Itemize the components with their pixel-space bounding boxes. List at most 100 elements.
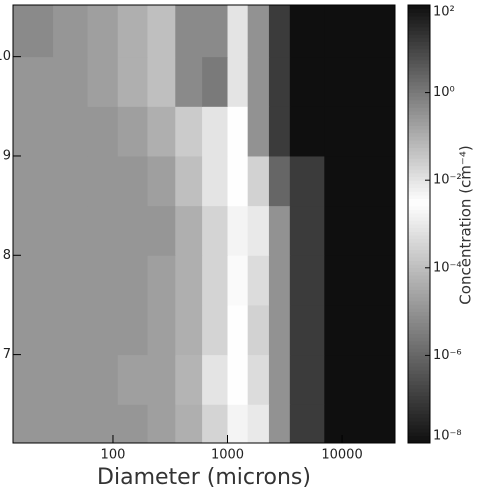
colorbar-slice xyxy=(408,384,430,389)
colorbar-slice xyxy=(408,107,430,112)
heatmap-cell xyxy=(117,106,148,157)
heatmap-cell xyxy=(147,354,176,405)
colorbar-slice xyxy=(408,380,430,386)
colorbar-slice xyxy=(408,198,430,203)
heatmap-cell xyxy=(53,354,89,405)
colorbar-slice xyxy=(408,59,430,64)
colorbar-slice xyxy=(408,154,430,159)
heatmap-cell xyxy=(53,106,89,157)
colorbar-slice xyxy=(408,121,430,126)
heatmap-cell xyxy=(268,304,291,356)
colorbar-slice xyxy=(408,34,430,39)
heatmap-cell xyxy=(202,354,229,405)
colorbar-slice xyxy=(408,304,430,309)
colorbar-slice xyxy=(408,286,430,291)
heatmap-cell xyxy=(268,404,291,444)
colorbar-slice xyxy=(408,169,430,174)
colorbar-tick-label: 10⁰ xyxy=(433,85,455,100)
heatmap-cell xyxy=(202,56,229,107)
colorbar-slice xyxy=(408,220,430,225)
colorbar-slice xyxy=(408,413,430,418)
heatmap-cell xyxy=(247,304,270,356)
colorbar-slice xyxy=(408,311,430,316)
colorbar-slice xyxy=(408,289,430,294)
heatmap-cell xyxy=(289,56,325,107)
colorbar-slice xyxy=(408,8,430,13)
heatmap-cell xyxy=(87,205,119,256)
colorbar-slice xyxy=(408,435,430,440)
heatmap-cell xyxy=(227,155,249,207)
colorbar-slice xyxy=(408,326,430,331)
colorbar-slice xyxy=(408,395,430,400)
colorbar-slice xyxy=(408,103,430,108)
colorbar-slice xyxy=(408,187,430,192)
colorbar-slice xyxy=(408,191,430,196)
heatmap-cell xyxy=(53,404,89,444)
heatmap-cell xyxy=(289,404,325,444)
heatmap-cell xyxy=(324,304,396,356)
colorbar-slice xyxy=(408,26,430,32)
colorbar-slice xyxy=(408,227,430,232)
colorbar-slice xyxy=(408,183,430,188)
colorbar-slice xyxy=(408,78,430,83)
heatmap-cell xyxy=(117,205,148,256)
colorbar-slice xyxy=(408,340,430,345)
colorbar-slice xyxy=(408,421,430,426)
colorbar-title: Concentration (cm⁻⁴) xyxy=(457,145,475,304)
colorbar-slice xyxy=(408,351,430,356)
heatmap-cell xyxy=(289,5,325,58)
x-axis-title: Diameter (microns) xyxy=(97,465,311,490)
colorbar-slice xyxy=(408,278,430,283)
heatmap-cell xyxy=(53,205,89,256)
heatmap-cell xyxy=(147,155,176,207)
heatmap-cell xyxy=(87,354,119,405)
heatmap-cell xyxy=(247,106,270,157)
plot-frame xyxy=(12,4,396,444)
heatmap-cell xyxy=(13,255,54,306)
colorbar-slice xyxy=(408,140,430,145)
colorbar-slice xyxy=(408,231,430,236)
colorbar-slice xyxy=(408,158,430,163)
heatmap-cell xyxy=(247,255,270,306)
colorbar-slice xyxy=(408,297,430,302)
colorbar-slice xyxy=(408,136,430,141)
colorbar-slice xyxy=(408,132,430,137)
colorbar-slice xyxy=(408,242,430,247)
heatmap-cell xyxy=(324,5,396,58)
colorbar-tick-label: 10⁻² xyxy=(433,173,462,188)
colorbar-slice xyxy=(408,399,430,404)
heatmap-cell xyxy=(324,255,396,306)
heatmap-cell xyxy=(147,205,176,256)
heatmap-cell xyxy=(227,304,249,356)
colorbar-slice xyxy=(408,282,430,287)
colorbar-slice xyxy=(408,129,430,134)
heatmap-cell xyxy=(268,354,291,405)
heatmap-cell xyxy=(247,5,270,58)
heatmap-cell xyxy=(117,255,148,306)
heatmap-cell xyxy=(175,106,203,157)
y-tick-label: 8 xyxy=(3,248,11,263)
heatmap-cell xyxy=(147,404,176,444)
colorbar-slice xyxy=(408,417,430,422)
colorbar-slice xyxy=(408,260,430,265)
heatmap-cell xyxy=(289,354,325,405)
heatmap-cell xyxy=(87,404,119,444)
colorbar-slice xyxy=(408,85,430,90)
heatmap-cell xyxy=(175,404,203,444)
colorbar-slice xyxy=(408,315,430,320)
y-tick-label: 9 xyxy=(3,148,11,163)
colorbar-slice xyxy=(408,151,430,156)
heatmap-cell xyxy=(227,56,249,107)
heatmap-cell xyxy=(117,354,148,405)
heatmap-cell xyxy=(227,5,249,58)
heatmap-cell xyxy=(87,5,119,58)
heatmap-cell xyxy=(13,205,54,256)
colorbar-slice xyxy=(408,176,430,181)
colorbar-slice xyxy=(408,96,430,101)
colorbar-slice xyxy=(408,23,430,28)
heatmap-cell xyxy=(324,205,396,256)
heatmap-cell xyxy=(175,354,203,405)
colorbar-slice xyxy=(408,70,430,75)
colorbar-slice xyxy=(408,172,430,178)
